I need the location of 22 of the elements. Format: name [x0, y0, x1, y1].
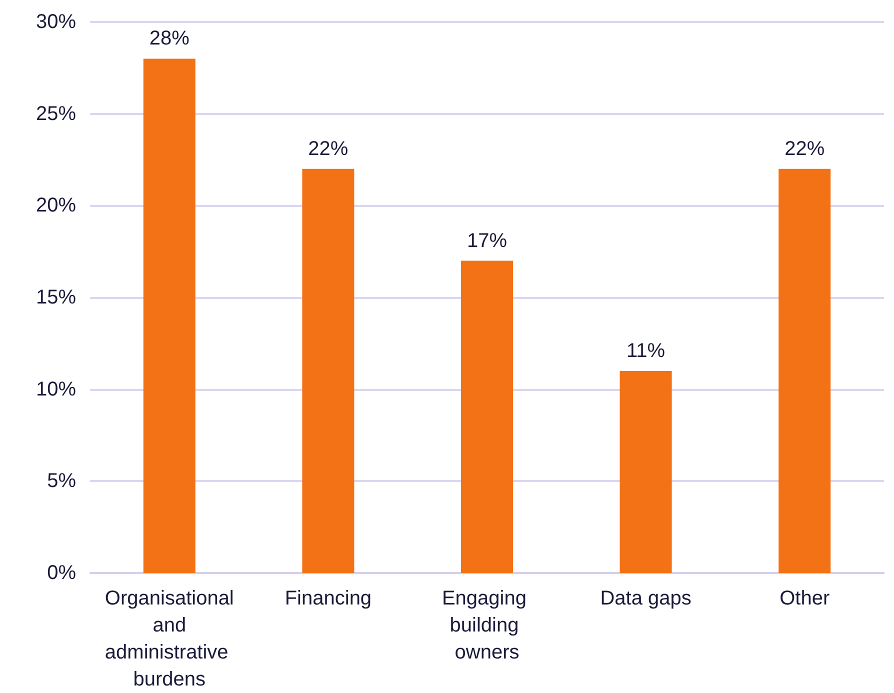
- bar: [461, 260, 513, 573]
- x-tick-label: Organisational and administrative burdens: [104, 588, 234, 690]
- y-tick-label: 0%: [47, 562, 76, 584]
- data-label: 28%: [149, 28, 190, 50]
- bar: [620, 370, 672, 573]
- y-tick-label: 25%: [36, 102, 76, 125]
- x-tick-label: Financing: [284, 588, 372, 610]
- data-label: 22%: [308, 138, 348, 160]
- bar: [778, 168, 831, 573]
- y-tick-label: 20%: [36, 194, 76, 217]
- data-label: 22%: [784, 138, 825, 160]
- x-tick-label: Engaging building owners: [442, 588, 532, 664]
- data-label: 17%: [466, 230, 508, 252]
- bar: [302, 168, 354, 573]
- y-tick-label: 15%: [36, 286, 76, 308]
- y-tick-label: 10%: [36, 378, 76, 400]
- x-tick-label: Data gaps: [600, 588, 692, 610]
- y-tick-label: 30%: [36, 11, 76, 33]
- data-label: 11%: [626, 340, 666, 362]
- y-tick-label: 5%: [47, 470, 76, 492]
- bar: [143, 58, 196, 573]
- x-tick-label: Other: [780, 588, 830, 610]
